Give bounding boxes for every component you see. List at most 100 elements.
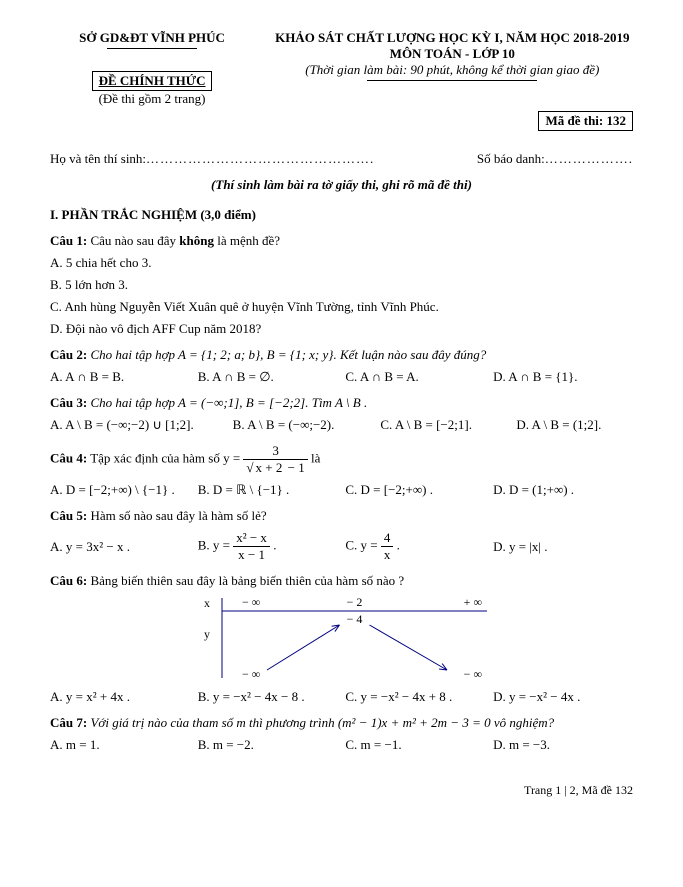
q2-stem: Câu 2: — [50, 347, 87, 362]
q3-stem: Câu 3: — [50, 395, 87, 410]
exam-title: KHẢO SÁT CHẤT LƯỢNG HỌC KỲ I, NĂM HỌC 20… — [272, 30, 633, 46]
pages-note: (Đề thi gồm 2 trang) — [50, 91, 254, 107]
q5-options: A. y = 3x² − x . B. y = x² − x x − 1 . C… — [50, 530, 633, 563]
q2-c: C. A ∩ B = A. — [345, 369, 485, 385]
q5-c: C. y = 4 x . — [345, 530, 485, 563]
q7-c: C. m = −1. — [345, 737, 485, 753]
q6-text: Bảng biến thiên sau đây là bảng biến thi… — [90, 573, 404, 588]
svg-text:y: y — [204, 627, 210, 641]
q5-b-pre: B. y = — [198, 537, 234, 552]
q2-a: A. A ∩ B = B. — [50, 369, 190, 385]
q4-num: 3 — [243, 443, 307, 460]
part1-title: I. PHẦN TRẮC NGHIỆM (3,0 điểm) — [50, 207, 633, 223]
dept-underline — [107, 48, 197, 49]
svg-text:− 4: − 4 — [346, 612, 362, 626]
q7-options: A. m = 1. B. m = −2. C. m = −1. D. m = −… — [50, 737, 633, 753]
name-dots: …………………………………………. — [146, 151, 477, 167]
variation-chart: x y − ∞ − 2 + ∞ − 4 − ∞ − ∞ — [192, 593, 492, 683]
svg-text:− ∞: − ∞ — [463, 667, 481, 681]
q5-b-frac: x² − x x − 1 — [233, 530, 270, 563]
q6: Câu 6: Bảng biến thiên sau đây là bảng b… — [50, 573, 633, 589]
code-row: Mã đề thi: 132 — [272, 111, 633, 131]
q3-text: Cho hai tập hợp A = (−∞;1], B = [−2;2]. … — [90, 395, 367, 410]
exam-subject: MÔN TOÁN - LỚP 10 — [272, 46, 633, 62]
q6-b: B. y = −x² − 4x − 8 . — [198, 689, 338, 705]
q5-b: B. y = x² − x x − 1 . — [198, 530, 338, 563]
q4-pre: Tập xác định của hàm số y = — [90, 450, 243, 465]
q4-den-tail: − 1 — [284, 460, 304, 475]
q1-c: C. Anh hùng Nguyễn Viết Xuân quê ở huyện… — [50, 299, 633, 315]
q4-b: B. D = ℝ \ {−1} . — [198, 482, 338, 498]
q1-bold: không — [179, 233, 214, 248]
q4-d: D. D = (1;+∞) . — [493, 482, 633, 498]
q3: Câu 3: Cho hai tập hợp A = (−∞;1], B = [… — [50, 395, 633, 411]
q5: Câu 5: Hàm số nào sau đây là hàm số lẻ? — [50, 508, 633, 524]
q1-options: A. 5 chia hết cho 3. B. 5 lớn hơn 3. C. … — [50, 255, 633, 337]
q7: Câu 7: Với giá trị nào của tham số m thì… — [50, 715, 633, 731]
q1-b: B. 5 lớn hơn 3. — [50, 277, 633, 293]
q1-stem: Câu 1: — [50, 233, 87, 248]
instruction: (Thí sinh làm bài ra tờ giấy thi, ghi rõ… — [50, 177, 633, 193]
exam-code: Mã đề thi: 132 — [538, 111, 633, 131]
svg-text:− ∞: − ∞ — [242, 667, 260, 681]
q4-stem: Câu 4: — [50, 450, 87, 465]
q5-b-num: x² − x — [233, 530, 270, 547]
title-underline — [367, 80, 537, 81]
header-right: KHẢO SÁT CHẤT LƯỢNG HỌC KỲ I, NĂM HỌC 20… — [272, 30, 633, 131]
q3-c: C. A \ B = [−2;1]. — [380, 417, 508, 433]
q7-a: A. m = 1. — [50, 737, 190, 753]
q2-b: B. A ∩ B = ∅. — [198, 369, 338, 385]
q2-text: Cho hai tập hợp A = {1; 2; a; b}, B = {1… — [90, 347, 486, 362]
svg-text:− ∞: − ∞ — [242, 595, 260, 609]
q4-frac: 3 √x + 2 − 1 — [243, 443, 307, 476]
dept-name: SỞ GD&ĐT VĨNH PHÚC — [50, 30, 254, 46]
q4-den: √x + 2 − 1 — [243, 460, 307, 476]
q1-text: Câu nào sau đây — [90, 233, 179, 248]
q1: Câu 1: Câu nào sau đây không là mệnh đề? — [50, 233, 633, 249]
exam-time-note: (Thời gian làm bài: 90 phút, không kể th… — [272, 62, 633, 78]
candidate-row: Họ và tên thí sinh: …………………………………………. Số… — [50, 151, 633, 167]
q6-stem: Câu 6: — [50, 573, 87, 588]
q5-d: D. y = |x| . — [493, 539, 633, 555]
q5-b-post: . — [273, 537, 276, 552]
q2-d: D. A ∩ B = {1}. — [493, 369, 633, 385]
header-left: SỞ GD&ĐT VĨNH PHÚC ĐỀ CHÍNH THỨC (Đề thi… — [50, 30, 254, 131]
q6-d: D. y = −x² − 4x . — [493, 689, 633, 705]
official-box: ĐỀ CHÍNH THỨC — [92, 71, 213, 91]
page-footer: Trang 1 | 2, Mã đề 132 — [50, 783, 633, 798]
q5-b-den: x − 1 — [233, 547, 270, 563]
svg-text:x: x — [204, 596, 210, 610]
q5-c-den: x — [381, 547, 394, 563]
q5-c-post: . — [397, 537, 400, 552]
q2-options: A. A ∩ B = B. B. A ∩ B = ∅. C. A ∩ B = A… — [50, 369, 633, 385]
q6-c: C. y = −x² − 4x + 8 . — [345, 689, 485, 705]
q3-d: D. A \ B = (1;2]. — [516, 417, 633, 433]
q7-text: Với giá trị nào của tham số m thì phương… — [90, 715, 554, 730]
q1-d: D. Đội nào vô địch AFF Cup năm 2018? — [50, 321, 633, 337]
id-dots: ………………. — [545, 151, 633, 167]
q4-options: A. D = [−2;+∞) \ {−1} . B. D = ℝ \ {−1} … — [50, 482, 633, 498]
q7-stem: Câu 7: — [50, 715, 87, 730]
q1-a: A. 5 chia hết cho 3. — [50, 255, 633, 271]
official-box-row: ĐỀ CHÍNH THỨC — [50, 71, 254, 91]
q6-a: A. y = x² + 4x . — [50, 689, 190, 705]
q5-text: Hàm số nào sau đây là hàm số lẻ? — [90, 508, 266, 523]
q5-a: A. y = 3x² − x . — [50, 539, 190, 555]
q4-a: A. D = [−2;+∞) \ {−1} . — [50, 482, 190, 498]
q7-b: B. m = −2. — [198, 737, 338, 753]
svg-text:+ ∞: + ∞ — [463, 595, 481, 609]
q5-c-frac: 4 x — [381, 530, 394, 563]
svg-text:− 2: − 2 — [346, 595, 362, 609]
q5-c-pre: C. y = — [345, 537, 381, 552]
q2: Câu 2: Cho hai tập hợp A = {1; 2; a; b},… — [50, 347, 633, 363]
q3-options: A. A \ B = (−∞;−2) ∪ [1;2]. B. A \ B = (… — [50, 417, 633, 433]
q5-stem: Câu 5: — [50, 508, 87, 523]
q6-options: A. y = x² + 4x . B. y = −x² − 4x − 8 . C… — [50, 689, 633, 705]
id-label: Số báo danh: — [477, 151, 545, 167]
q7-d: D. m = −3. — [493, 737, 633, 753]
name-label: Họ và tên thí sinh: — [50, 151, 146, 167]
q3-a: A. A \ B = (−∞;−2) ∪ [1;2]. — [50, 417, 225, 433]
q1-text2: là mệnh đề? — [217, 233, 280, 248]
q5-c-num: 4 — [381, 530, 394, 547]
q4: Câu 4: Tập xác định của hàm số y = 3 √x … — [50, 443, 633, 476]
